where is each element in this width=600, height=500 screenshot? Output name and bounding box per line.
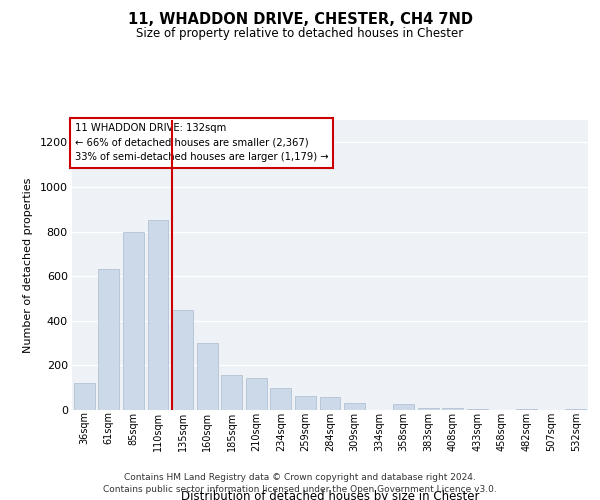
Bar (320, 396, 340, 410)
Bar (123, 232, 144, 410)
Bar (221, 376, 242, 410)
Bar (418, 408, 439, 410)
Bar (344, 404, 365, 410)
Bar (271, 388, 292, 410)
Bar (442, 408, 463, 410)
Y-axis label: Number of detached properties: Number of detached properties (23, 178, 33, 352)
Text: 11 WHADDON DRIVE: 132sqm
← 66% of detached houses are smaller (2,367)
33% of sem: 11 WHADDON DRIVE: 132sqm ← 66% of detach… (74, 123, 328, 162)
Bar (197, 343, 218, 410)
Text: Contains public sector information licensed under the Open Government Licence v3: Contains public sector information licen… (103, 486, 497, 494)
Bar (74, 383, 95, 410)
Bar (246, 378, 267, 410)
Bar (516, 409, 537, 410)
Bar (148, 220, 169, 410)
Bar (565, 409, 586, 410)
X-axis label: Distribution of detached houses by size in Chester: Distribution of detached houses by size … (181, 490, 479, 500)
Text: Size of property relative to detached houses in Chester: Size of property relative to detached ho… (136, 28, 464, 40)
Bar (172, 310, 193, 410)
Bar (98, 270, 119, 410)
Text: Contains HM Land Registry data © Crown copyright and database right 2024.: Contains HM Land Registry data © Crown c… (124, 473, 476, 482)
Bar (393, 404, 414, 410)
Bar (295, 396, 316, 410)
Bar (467, 409, 488, 410)
Text: 11, WHADDON DRIVE, CHESTER, CH4 7ND: 11, WHADDON DRIVE, CHESTER, CH4 7ND (128, 12, 473, 28)
